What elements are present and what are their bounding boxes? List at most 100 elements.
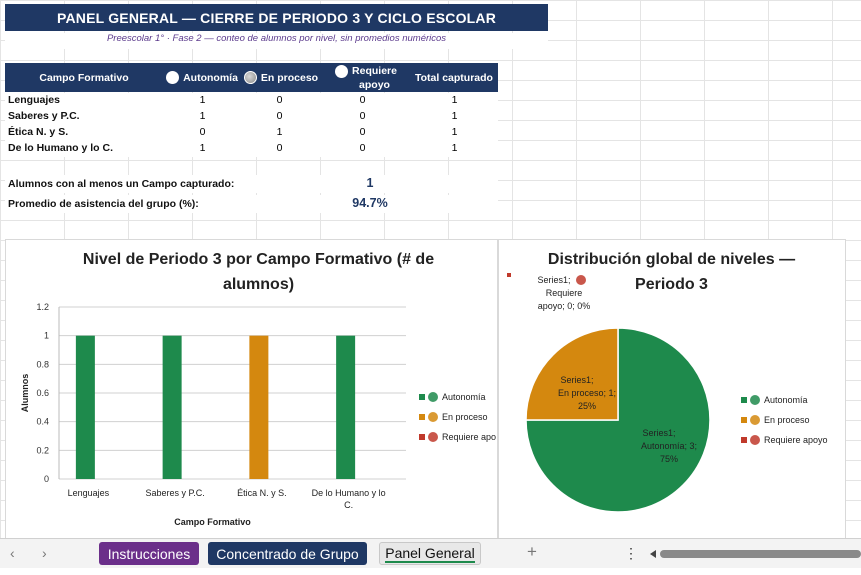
pie-label-line2: Requiere bbox=[546, 288, 583, 298]
legend-label: Requiere apoyo bbox=[764, 435, 828, 445]
pie-data-label: Series1; En proceso; 1; 25% bbox=[558, 375, 616, 411]
x-tick-label: De lo Humano y lo bbox=[312, 488, 386, 498]
legend-label: Requiere apo bbox=[442, 432, 496, 442]
legend-bubble-icon bbox=[428, 432, 438, 442]
table-row[interactable]: Saberes y P.C. 1 0 0 1 bbox=[5, 109, 498, 125]
pie-label-line2: En proceso; 1; bbox=[558, 388, 616, 398]
y-tick-label: 0 bbox=[44, 474, 49, 484]
header-en-proceso: En proceso bbox=[242, 63, 320, 92]
row-label: Lenguajes bbox=[8, 94, 60, 106]
table-row[interactable]: De lo Humano y lo C. 1 0 0 1 bbox=[5, 141, 498, 157]
legend-swatch bbox=[419, 414, 425, 420]
legend-label: Autonomía bbox=[442, 392, 486, 402]
x-tick-label-cont: C. bbox=[344, 500, 353, 510]
bar-autonomía bbox=[336, 335, 356, 479]
header-total: Total capturado bbox=[415, 71, 493, 84]
legend-label: Autonomía bbox=[764, 395, 808, 405]
cell-en-proceso: 0 bbox=[276, 94, 283, 106]
y-axis-label: Alumnos bbox=[20, 374, 30, 413]
row-label: De lo Humano y lo C. bbox=[8, 142, 114, 154]
pie-label-line1: Series1; bbox=[642, 428, 675, 438]
legend-swatch bbox=[741, 437, 747, 443]
bar-en-proceso bbox=[249, 335, 269, 479]
legend-swatch bbox=[741, 417, 747, 423]
autonomia-bubble-icon bbox=[166, 71, 180, 84]
legend-bubble-icon bbox=[428, 392, 438, 402]
bar-autonomía bbox=[75, 335, 95, 479]
header-campo: Campo Formativo bbox=[39, 71, 129, 84]
pie-label-line1: Series1; bbox=[537, 275, 570, 285]
page-subtitle: Preescolar 1° · Fase 2 — conteo de alumn… bbox=[5, 33, 548, 49]
bar-chart-title: Nivel de Periodo 3 por Campo Formativo (… bbox=[82, 251, 435, 293]
legend-swatch bbox=[419, 394, 425, 400]
tab-panel-general-label: Panel General bbox=[385, 544, 475, 563]
y-tick-label: 1.2 bbox=[36, 302, 49, 312]
x-axis-label: Campo Formativo bbox=[174, 517, 251, 527]
status-strip bbox=[0, 568, 861, 575]
row-label: Saberes y P.C. bbox=[8, 110, 80, 122]
table-row[interactable]: Lenguajes 1 0 0 1 bbox=[5, 93, 498, 109]
legend-label: En proceso bbox=[764, 415, 810, 425]
pie-label-line2: Autonomía; 3; bbox=[641, 441, 697, 451]
cell-autonomia: 0 bbox=[199, 126, 206, 138]
cell-total: 1 bbox=[451, 94, 458, 106]
bar-autonomía bbox=[162, 335, 182, 479]
bar-chart[interactable]: Nivel de Periodo 3 por Campo Formativo (… bbox=[5, 239, 498, 538]
stat-asistencia-label: Promedio de asistencia del grupo (%): bbox=[8, 198, 199, 210]
x-tick-label: Ética N. y S. bbox=[237, 488, 287, 498]
spreadsheet-grid[interactable]: PANEL GENERAL — CIERRE DE PERIODO 3 Y CI… bbox=[0, 0, 861, 538]
header-requiere-apoyo: Requiere apoyo bbox=[327, 63, 405, 92]
legend-bubble-icon bbox=[750, 395, 760, 405]
pie-label-line1: Series1; bbox=[560, 375, 593, 385]
more-options-icon[interactable]: ⋮ bbox=[624, 545, 638, 561]
cell-autonomia: 1 bbox=[199, 110, 206, 122]
pie-chart[interactable]: Distribución global de niveles — Periodo… bbox=[498, 239, 846, 538]
y-tick-label: 0.6 bbox=[36, 388, 49, 398]
pie-data-label: Series1; Autonomía; 3; 75% bbox=[641, 428, 697, 464]
pie-chart-svg: Series1; Autonomía; 3; 75% Series1; En proce… bbox=[507, 273, 828, 513]
cell-requiere: 0 bbox=[359, 94, 366, 106]
tab-concentrado[interactable]: Concentrado de Grupo bbox=[208, 542, 367, 565]
x-tick-label: Saberes y P.C. bbox=[145, 488, 204, 498]
pie-label-bubble-icon bbox=[576, 275, 586, 285]
tab-instrucciones[interactable]: Instrucciones bbox=[99, 542, 199, 565]
tab-panel-general[interactable]: Panel General bbox=[379, 542, 481, 565]
requiere-apoyo-bubble-icon bbox=[335, 64, 349, 78]
stat-asistencia[interactable]: Promedio de asistencia del grupo (%): 94… bbox=[5, 195, 498, 213]
cell-total: 1 bbox=[451, 142, 458, 154]
pie-slice-en-proceso bbox=[525, 327, 619, 421]
page-title: PANEL GENERAL — CIERRE DE PERIODO 3 Y CI… bbox=[5, 4, 548, 31]
cell-total: 1 bbox=[451, 110, 458, 122]
add-sheet-icon[interactable]: + bbox=[527, 542, 537, 561]
table-header: Campo Formativo Autonomía En proceso Req… bbox=[5, 63, 498, 92]
pie-slice-autonomía bbox=[525, 327, 711, 513]
legend-swatch bbox=[741, 397, 747, 403]
cell-requiere: 0 bbox=[359, 142, 366, 154]
y-tick-label: 1 bbox=[44, 331, 49, 341]
legend-bubble-icon bbox=[750, 415, 760, 425]
cell-autonomia: 1 bbox=[199, 142, 206, 154]
header-autonomia: Autonomía bbox=[163, 63, 241, 92]
pie-label-line3: 75% bbox=[660, 454, 678, 464]
cell-autonomia: 1 bbox=[199, 94, 206, 106]
cell-en-proceso: 0 bbox=[276, 110, 283, 122]
scroll-left-icon[interactable] bbox=[650, 550, 656, 558]
pie-label-line3: 25% bbox=[578, 401, 596, 411]
label-swatch bbox=[507, 273, 511, 277]
y-tick-label: 0.8 bbox=[36, 359, 49, 369]
next-sheet-icon[interactable]: › bbox=[42, 545, 47, 561]
header-autonomia-label: Autonomía bbox=[183, 71, 238, 84]
prev-sheet-icon[interactable]: ‹ bbox=[10, 545, 15, 561]
header-requiere-label-1: Requiere bbox=[352, 64, 397, 77]
table-row[interactable]: Ética N. y S. 0 1 0 1 bbox=[5, 125, 498, 141]
pie-label-bubble-icon bbox=[681, 428, 691, 438]
bar-chart-svg: 0 0.2 0.4 0.6 0.8 1 1.2 Alumnos Lenguajes Saberes… bbox=[20, 302, 496, 527]
en-proceso-bubble-icon bbox=[243, 71, 257, 84]
sheet-tab-bar: ‹ › Instrucciones Concentrado de Grupo P… bbox=[0, 538, 861, 568]
horizontal-scrollbar[interactable] bbox=[660, 550, 861, 558]
cell-requiere: 0 bbox=[359, 110, 366, 122]
stat-alumnos[interactable]: Alumnos con al menos un Campo capturado:… bbox=[5, 175, 498, 193]
cell-en-proceso: 1 bbox=[276, 126, 283, 138]
cell-total: 1 bbox=[451, 126, 458, 138]
stat-alumnos-label: Alumnos con al menos un Campo capturado: bbox=[8, 178, 235, 190]
